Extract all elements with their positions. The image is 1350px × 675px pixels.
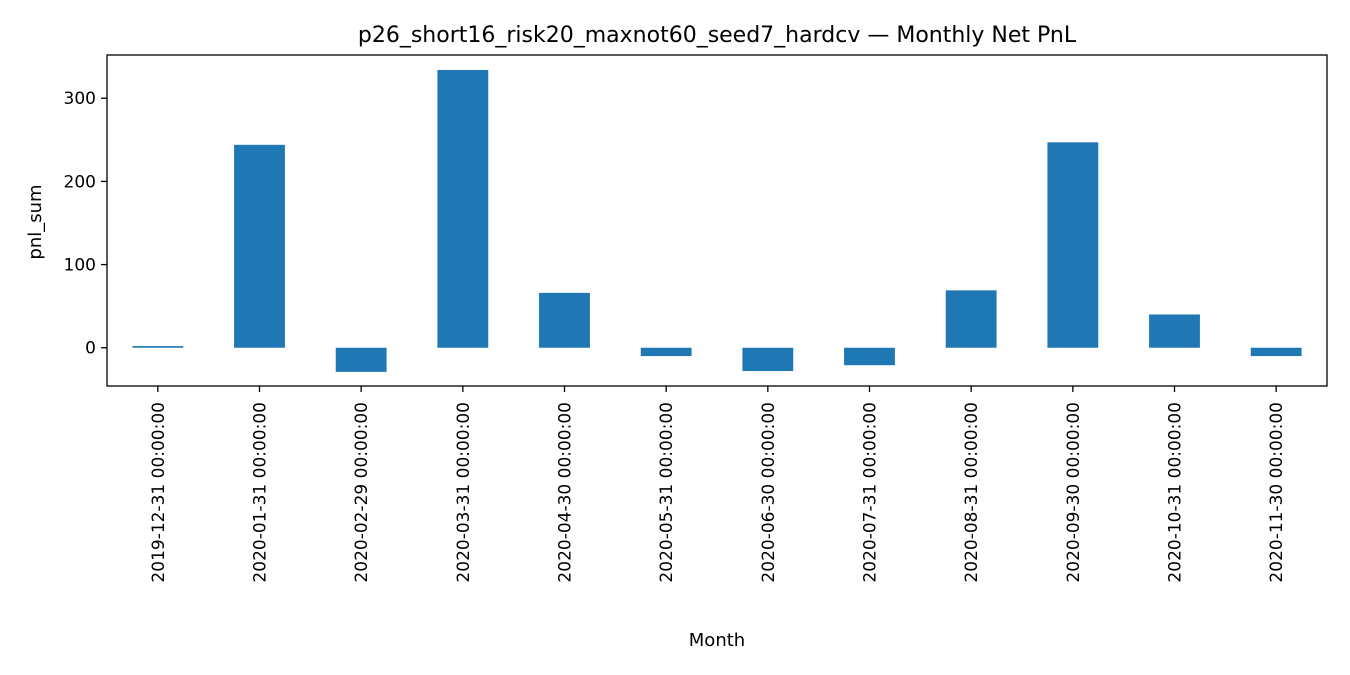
bar-2020-10-31 [1149,314,1200,348]
x-axis-label: Month [689,630,745,651]
bar-2019-12-31 [132,346,184,348]
bar-2020-03-31 [437,69,489,348]
x-tick-label: 2019-12-31 00:00:00 [149,402,169,583]
bar-2020-06-30 [742,347,794,372]
bars-group [132,69,1302,372]
plot-frame [106,54,1328,387]
x-tick-label: 2020-02-29 00:00:00 [352,402,372,583]
y-tick-label: 0 [85,339,96,359]
bar-2020-04-30 [539,292,590,348]
x-tick-label: 2020-10-31 00:00:00 [1166,402,1186,583]
bar-2020-05-31 [640,347,692,357]
x-tick-label: 2020-04-30 00:00:00 [556,402,576,583]
bar-2020-09-30 [1047,142,1099,348]
bar-2020-07-31 [844,347,895,366]
bar-2020-11-30 [1250,347,1302,357]
y-tick-label: 200 [64,172,96,192]
y-axis-label: pnl_sum [25,184,46,259]
chart-title: p26_short16_risk20_maxnot60_seed7_hardcv… [358,23,1077,48]
x-tick-label: 2020-05-31 00:00:00 [657,402,677,583]
bar-2020-08-31 [945,290,997,348]
bar-2020-02-29 [335,347,387,372]
x-tick-label: 2020-07-31 00:00:00 [861,402,881,583]
x-axis: 2019-12-31 00:00:00 2020-01-31 00:00:00 20… [149,386,1287,583]
x-tick-label: 2020-06-30 00:00:00 [759,402,779,583]
x-tick-label: 2020-09-30 00:00:00 [1064,402,1084,583]
y-tick-label: 300 [64,89,96,109]
x-tick-label: 2020-01-31 00:00:00 [251,402,271,583]
y-tick-label: 100 [64,256,96,276]
bar-2020-01-31 [234,144,285,348]
y-axis: 0 100 200 300 [64,89,107,359]
x-tick-label: 2020-11-30 00:00:00 [1267,402,1287,583]
x-tick-label: 2020-03-31 00:00:00 [454,402,474,583]
x-tick-label: 2020-08-31 00:00:00 [962,402,982,583]
